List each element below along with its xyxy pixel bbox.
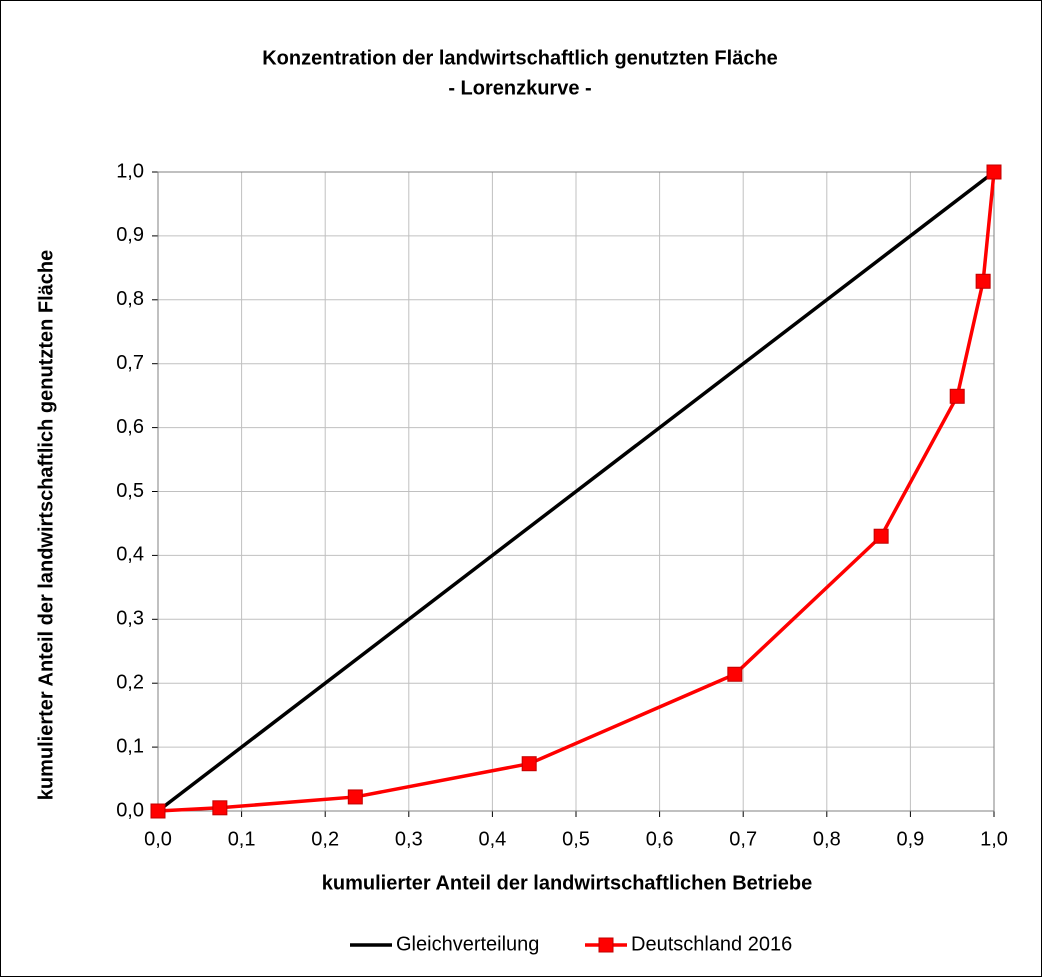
y-tick-label: 0,8 — [116, 288, 144, 310]
data-marker — [873, 528, 889, 544]
data-marker — [521, 756, 537, 772]
y-tick-label: 0,4 — [116, 544, 144, 566]
x-axis-label: kumulierter Anteil der landwirtschaftlic… — [322, 872, 813, 894]
x-tick-label: 0,1 — [228, 828, 256, 850]
y-tick-label: 0,1 — [116, 735, 144, 757]
y-tick-label: 0,0 — [116, 799, 144, 821]
data-marker — [975, 273, 991, 289]
y-axis-label: kumulierter Anteil der landwirtschaftlic… — [35, 250, 57, 800]
data-marker — [347, 789, 363, 805]
x-tick-label: 0,7 — [729, 828, 757, 850]
y-tick-label: 1,0 — [116, 160, 144, 182]
x-tick-label: 0,2 — [311, 828, 339, 850]
legend-label: Gleichverteilung — [396, 933, 539, 955]
legend-marker — [598, 937, 614, 953]
data-marker — [986, 164, 1002, 180]
series-line — [156, 170, 996, 813]
plot-area — [157, 171, 995, 812]
y-tick-label: 0,6 — [116, 416, 144, 438]
x-tick-label: 0,4 — [478, 828, 506, 850]
data-marker — [949, 388, 965, 404]
x-tick-label: 0,9 — [896, 828, 924, 850]
x-tick-label: 0,0 — [144, 828, 172, 850]
chart-subtitle: - Lorenzkurve - — [448, 77, 591, 99]
y-tick-label: 0,7 — [116, 352, 144, 374]
y-tick-label: 0,9 — [116, 224, 144, 246]
x-tick-label: 0,8 — [813, 828, 841, 850]
x-tick-label: 0,3 — [395, 828, 423, 850]
chart-title: Konzentration der landwirtschaftlich gen… — [262, 47, 778, 69]
x-tick-label: 0,6 — [646, 828, 674, 850]
x-tick-label: 1,0 — [980, 828, 1008, 850]
data-marker — [727, 666, 743, 682]
x-tick-label: 0,5 — [562, 828, 590, 850]
y-tick-label: 0,2 — [116, 671, 144, 693]
legend-label: Deutschland 2016 — [631, 933, 792, 955]
y-tick-label: 0,5 — [116, 480, 144, 502]
data-marker — [150, 803, 166, 819]
y-tick-label: 0,3 — [116, 608, 144, 630]
data-marker — [212, 800, 228, 816]
